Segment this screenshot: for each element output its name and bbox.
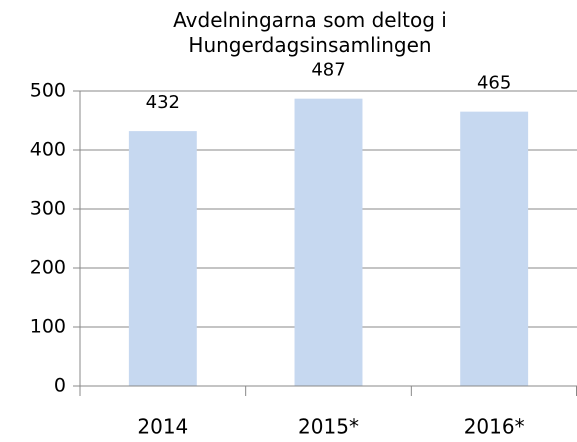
y-tick-label: 500	[30, 80, 66, 102]
y-tick-label: 200	[30, 257, 66, 279]
y-tick-label: 300	[30, 198, 66, 220]
data-label: 487	[311, 60, 345, 81]
y-tick-label: 100	[30, 316, 66, 338]
x-tick-label: 2014	[137, 415, 188, 439]
chart-title: Avdelningarna som deltog i Hungerdagsins…	[173, 8, 447, 57]
data-label: 432	[146, 92, 180, 113]
bar	[460, 111, 529, 387]
data-label: 465	[477, 73, 511, 94]
x-tick-label: 2015*	[298, 415, 359, 439]
x-tick-label: 2016*	[464, 415, 525, 439]
bar	[294, 98, 363, 387]
y-tick-label: 400	[30, 139, 66, 161]
bar	[128, 131, 197, 386]
y-tick-label: 0	[54, 375, 66, 397]
